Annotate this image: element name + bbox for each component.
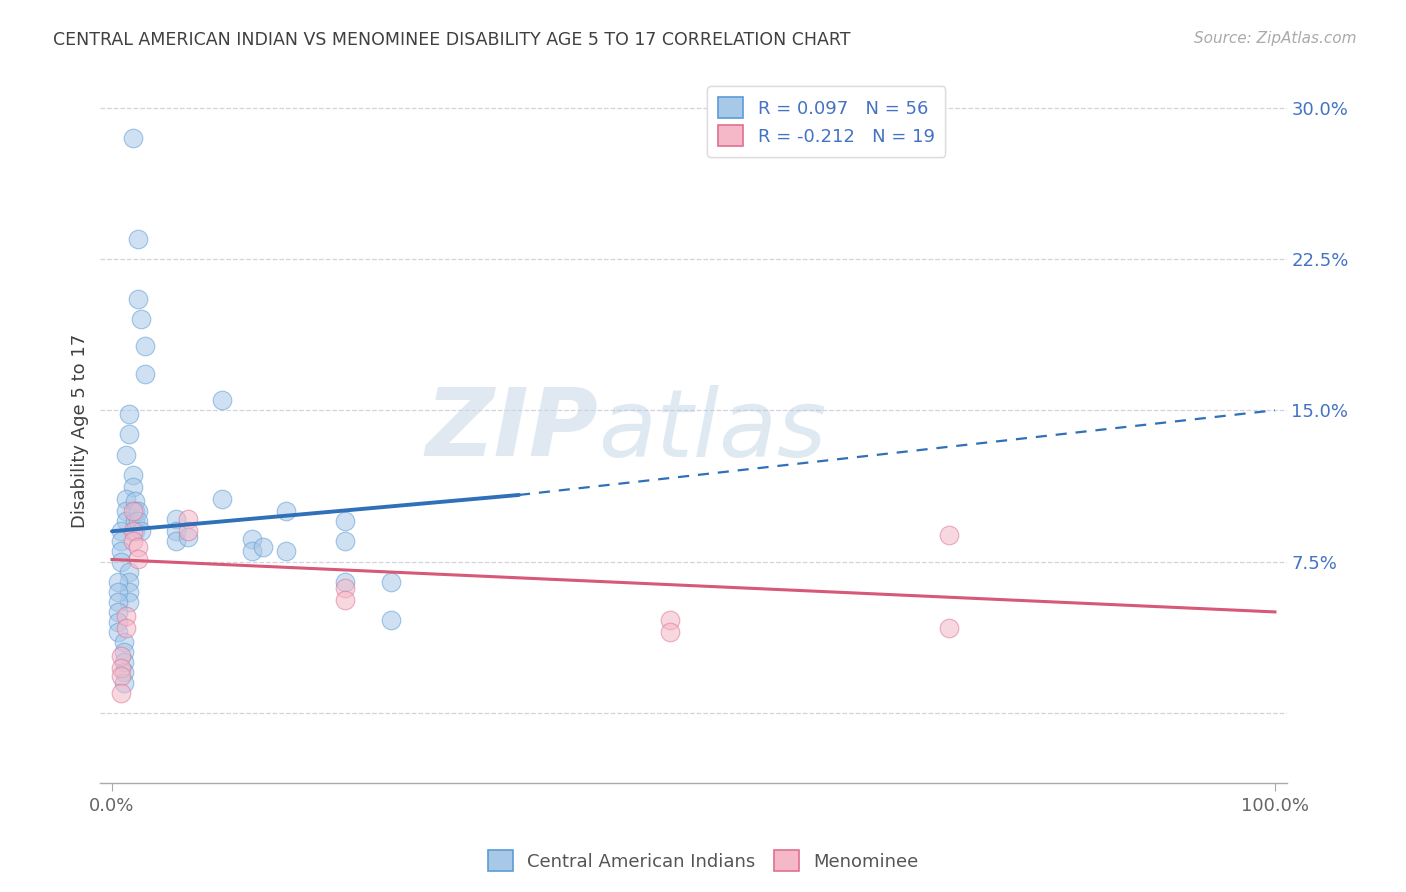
Point [110, 685, 132, 699]
Point [134, 367, 156, 381]
Point [333, 592, 356, 607]
Point [380, 574, 402, 589]
Point [252, 541, 274, 555]
Point [211, 491, 233, 506]
Point [938, 621, 960, 635]
Text: atlas: atlas [599, 385, 827, 476]
Point [127, 514, 149, 528]
Point [115, 621, 138, 635]
Point [211, 393, 233, 408]
Point [107, 615, 129, 629]
Point [276, 504, 298, 518]
Point [176, 530, 198, 544]
Y-axis label: Disability Age 5 to 17: Disability Age 5 to 17 [72, 334, 89, 527]
Point [240, 544, 263, 558]
Point [176, 512, 198, 526]
Point [107, 625, 129, 640]
Legend: Central American Indians, Menominee: Central American Indians, Menominee [481, 843, 925, 879]
Point [165, 534, 187, 549]
Point [107, 595, 129, 609]
Point [129, 312, 152, 326]
Point [115, 514, 138, 528]
Point [110, 649, 132, 664]
Point [938, 528, 960, 542]
Point [659, 625, 682, 640]
Point [118, 407, 141, 421]
Point [107, 574, 129, 589]
Text: CENTRAL AMERICAN INDIAN VS MENOMINEE DISABILITY AGE 5 TO 17 CORRELATION CHART: CENTRAL AMERICAN INDIAN VS MENOMINEE DIS… [53, 31, 851, 49]
Point [107, 605, 129, 619]
Point [124, 514, 146, 528]
Point [118, 595, 141, 609]
Point [127, 552, 149, 566]
Point [276, 544, 298, 558]
Text: Source: ZipAtlas.com: Source: ZipAtlas.com [1194, 31, 1357, 46]
Point [122, 467, 145, 482]
Point [122, 524, 145, 539]
Point [659, 613, 682, 627]
Point [115, 609, 138, 624]
Point [115, 504, 138, 518]
Point [122, 504, 145, 518]
Point [134, 339, 156, 353]
Point [118, 574, 141, 589]
Point [122, 480, 145, 494]
Point [112, 665, 135, 680]
Point [112, 635, 135, 649]
Point [165, 512, 187, 526]
Point [118, 565, 141, 579]
Point [333, 574, 356, 589]
Text: ZIP: ZIP [426, 384, 599, 476]
Point [115, 448, 138, 462]
Point [110, 524, 132, 539]
Point [110, 554, 132, 568]
Point [333, 534, 356, 549]
Point [110, 669, 132, 683]
Point [122, 131, 145, 145]
Point [165, 524, 187, 539]
Point [118, 427, 141, 442]
Point [127, 293, 149, 307]
Point [110, 534, 132, 549]
Point [333, 514, 356, 528]
Point [380, 613, 402, 627]
Point [127, 232, 149, 246]
Point [115, 491, 138, 506]
Point [118, 584, 141, 599]
Point [124, 524, 146, 539]
Point [127, 541, 149, 555]
Point [112, 645, 135, 659]
Point [124, 504, 146, 518]
Point [129, 524, 152, 539]
Point [124, 494, 146, 508]
Point [112, 656, 135, 670]
Point [110, 661, 132, 675]
Point [122, 534, 145, 549]
Point [112, 675, 135, 690]
Point [240, 533, 263, 547]
Point [110, 544, 132, 558]
Point [333, 581, 356, 595]
Point [127, 504, 149, 518]
Point [176, 524, 198, 539]
Point [107, 584, 129, 599]
Legend: R = 0.097   N = 56, R = -0.212   N = 19: R = 0.097 N = 56, R = -0.212 N = 19 [707, 87, 945, 157]
